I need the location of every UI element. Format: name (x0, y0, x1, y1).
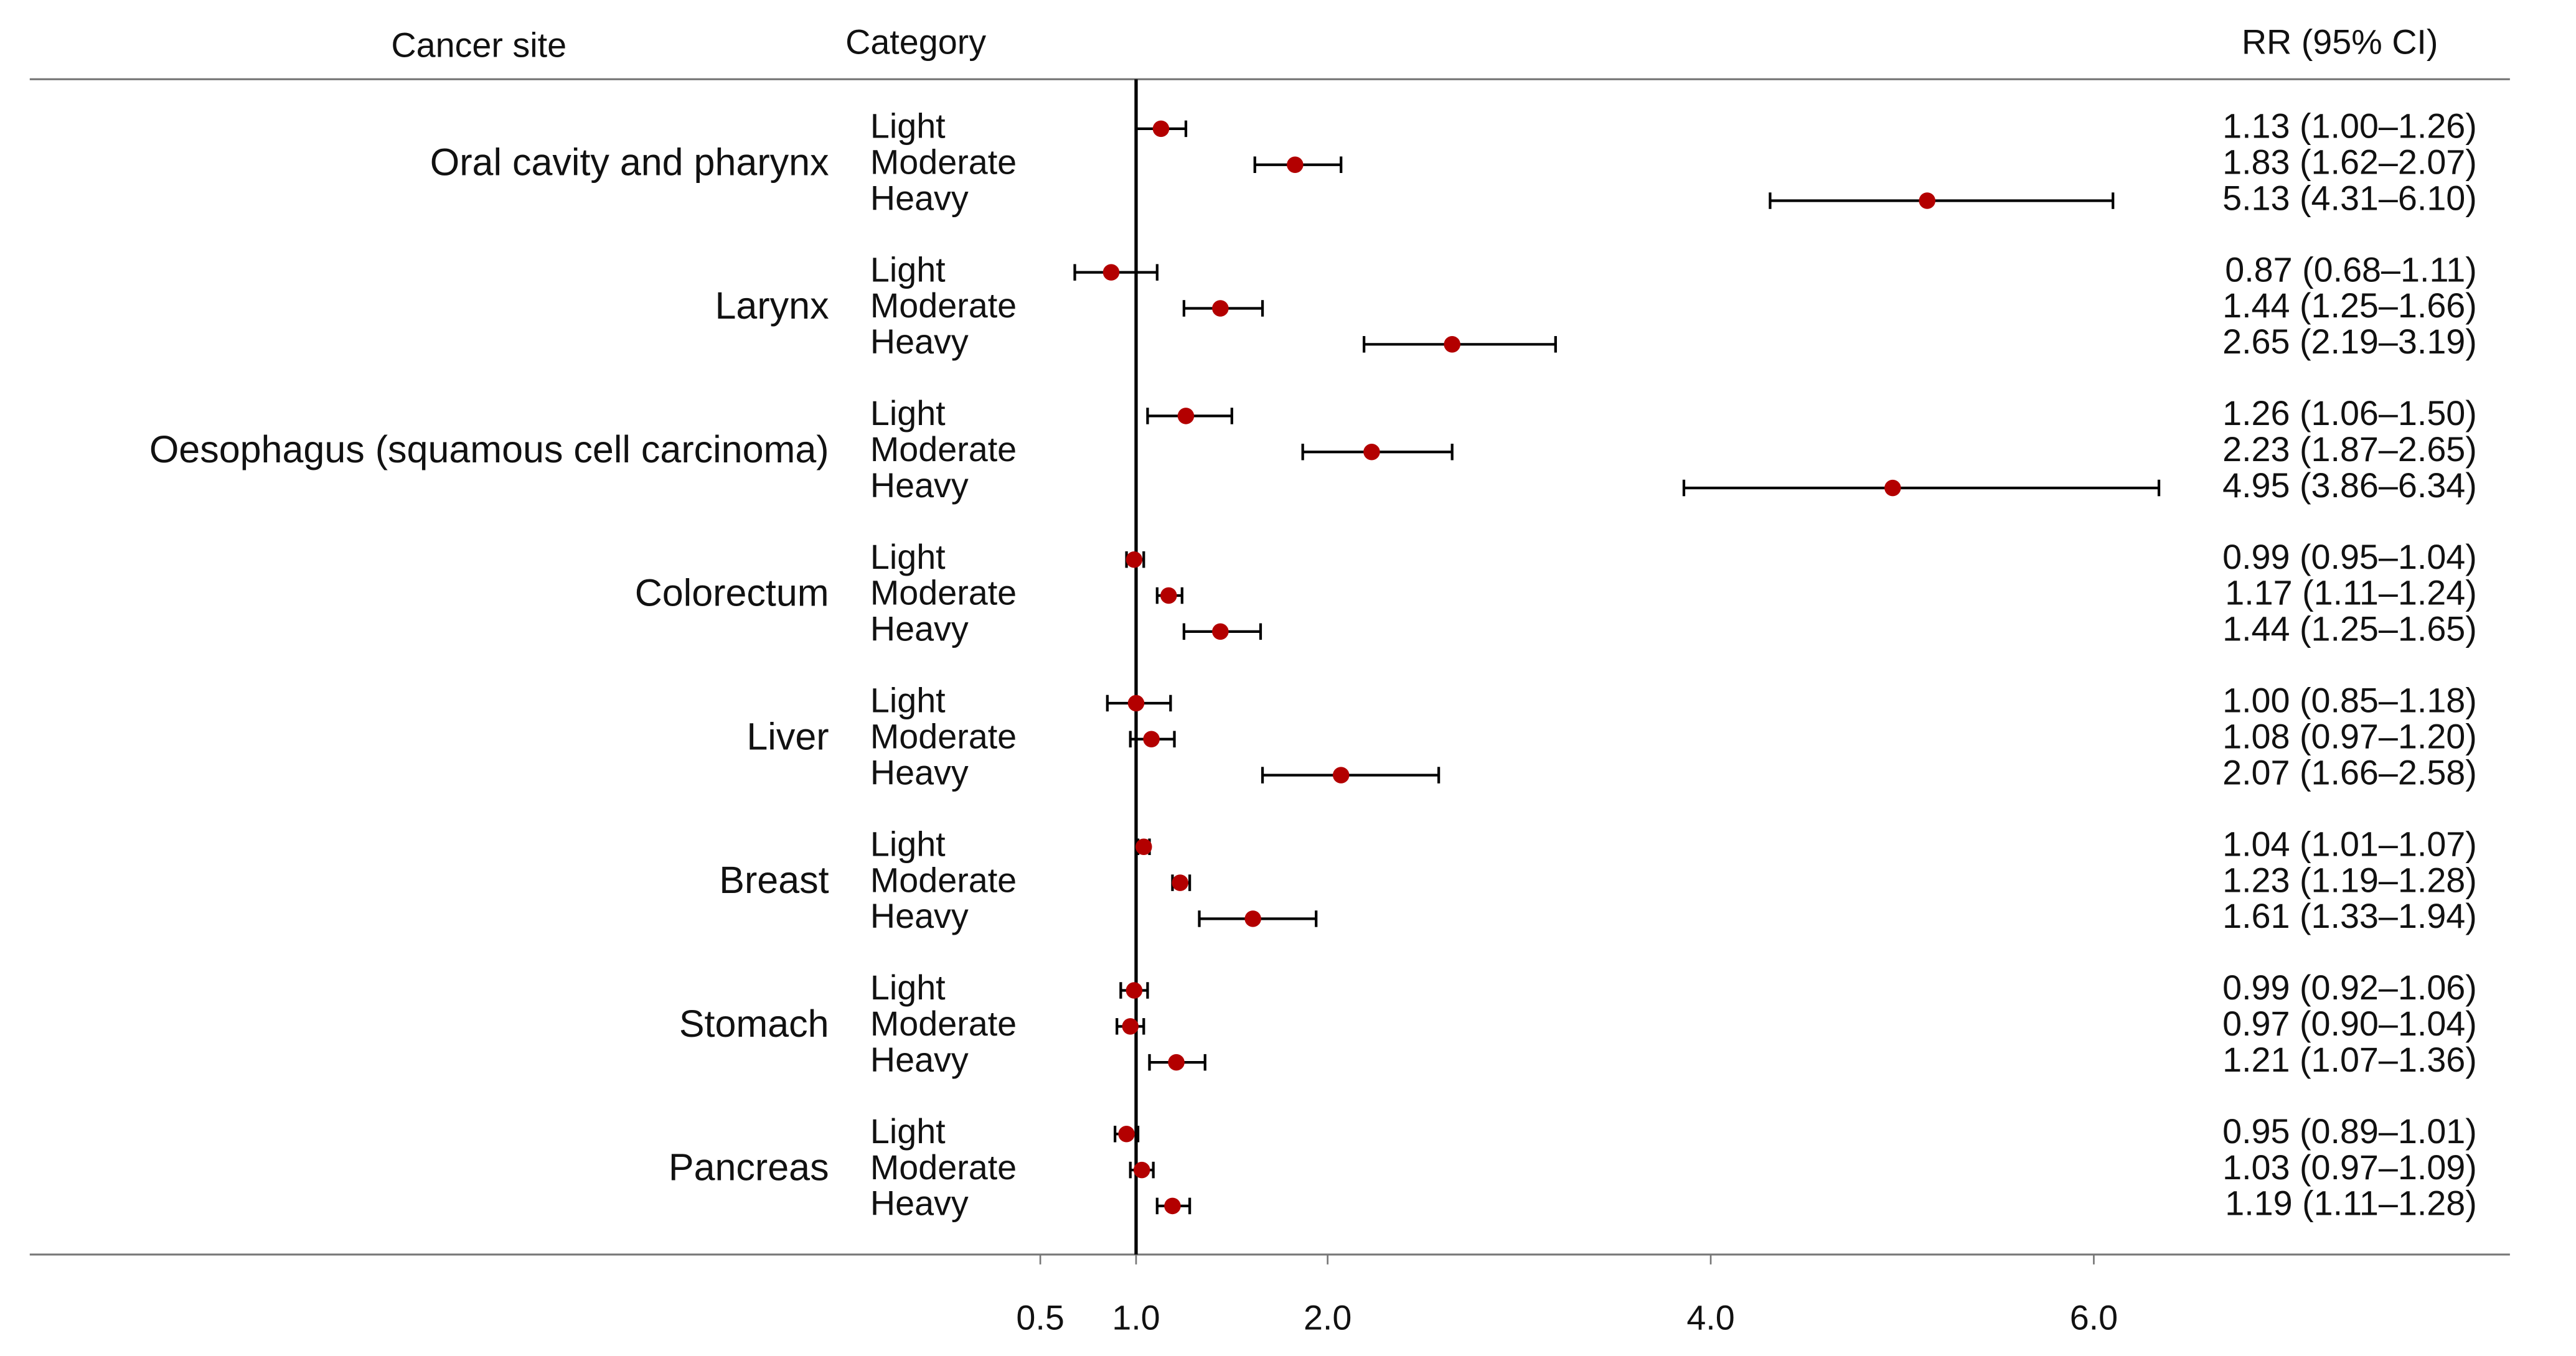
category-label: Light (870, 681, 946, 720)
category-label: Heavy (870, 897, 969, 935)
value-label: 4.95 (3.86–6.34) (2222, 466, 2477, 505)
category-label: Heavy (870, 322, 969, 361)
site-label: Oral cavity and pharynx (430, 141, 829, 183)
value-label: 1.04 (1.01–1.07) (2222, 825, 2477, 863)
category-label: Heavy (870, 610, 969, 648)
column-header: Cancer site (391, 26, 566, 65)
site-label: Liver (746, 715, 829, 757)
column-header: Category (845, 22, 986, 61)
x-tick-label: 6.0 (2070, 1299, 2118, 1337)
category-label: Moderate (870, 286, 1017, 325)
point-estimate (1160, 587, 1177, 604)
point-estimate (1152, 120, 1170, 138)
category-label: Moderate (870, 861, 1017, 899)
category-label: Heavy (870, 753, 969, 792)
category-label: Moderate (870, 718, 1017, 756)
point-estimate (1126, 982, 1143, 999)
point-estimate (1244, 910, 1261, 927)
value-label: 1.03 (0.97–1.09) (2222, 1148, 2477, 1187)
value-label: 5.13 (4.31–6.10) (2222, 179, 2477, 217)
category-label: Moderate (870, 430, 1017, 469)
category-label: Moderate (870, 1004, 1017, 1043)
point-estimate (1122, 1018, 1139, 1035)
category-label: Light (870, 107, 946, 146)
category-label: Heavy (870, 466, 969, 505)
value-label: 1.23 (1.19–1.28) (2222, 861, 2477, 899)
value-label: 0.97 (0.90–1.04) (2222, 1004, 2477, 1043)
value-label: 0.99 (0.92–1.06) (2222, 968, 2477, 1007)
value-label: 2.23 (1.87–2.65) (2222, 430, 2477, 469)
point-estimate (1164, 1197, 1181, 1215)
category-label: Heavy (870, 179, 969, 217)
category-label: Light (870, 825, 946, 863)
category-label: Moderate (870, 1148, 1017, 1187)
value-label: 1.00 (0.85–1.18) (2222, 681, 2477, 720)
category-label: Moderate (870, 143, 1017, 181)
point-estimate (1126, 551, 1143, 568)
category-label: Heavy (870, 1040, 969, 1079)
value-label: 1.21 (1.07–1.36) (2222, 1040, 2477, 1079)
column-header: RR (95% CI) (2242, 22, 2438, 61)
value-label: 2.07 (1.66–2.58) (2222, 753, 2477, 792)
point-estimate (1133, 1161, 1150, 1179)
point-estimate (1919, 192, 1935, 209)
point-estimate (1135, 838, 1152, 856)
value-label: 1.44 (1.25–1.66) (2222, 286, 2477, 325)
x-tick-label: 0.5 (1016, 1299, 1064, 1337)
point-estimate (1212, 623, 1229, 640)
point-estimate (1287, 156, 1304, 173)
site-label: Larynx (715, 284, 829, 327)
value-label: 1.13 (1.00–1.26) (2222, 107, 2477, 146)
site-label: Oesophagus (squamous cell carcinoma) (149, 428, 829, 470)
x-tick-label: 1.0 (1112, 1299, 1160, 1337)
site-label: Breast (719, 859, 829, 901)
point-estimate (1143, 731, 1160, 748)
category-label: Heavy (870, 1184, 969, 1223)
value-label: 1.61 (1.33–1.94) (2222, 897, 2477, 935)
point-estimate (1168, 1054, 1185, 1071)
category-label: Light (870, 1112, 946, 1151)
point-estimate (1363, 443, 1380, 461)
point-estimate (1444, 336, 1460, 353)
site-label: Pancreas (669, 1146, 829, 1189)
value-label: 0.95 (0.89–1.01) (2222, 1112, 2477, 1151)
point-estimate (1332, 767, 1350, 783)
value-label: 1.83 (1.62–2.07) (2222, 143, 2477, 181)
value-label: 1.26 (1.06–1.50) (2222, 394, 2477, 433)
category-label: Light (870, 538, 946, 576)
point-estimate (1118, 1126, 1135, 1143)
value-label: 2.65 (2.19–3.19) (2222, 322, 2477, 361)
point-estimate (1127, 694, 1145, 712)
x-tick-label: 2.0 (1304, 1299, 1351, 1337)
point-estimate (1884, 479, 1901, 497)
point-estimate (1172, 874, 1189, 891)
site-label: Stomach (679, 1003, 829, 1045)
point-estimate (1177, 408, 1195, 424)
value-label: 0.87 (0.68–1.11) (2225, 250, 2477, 289)
site-label: Colorectum (635, 572, 829, 614)
category-label: Moderate (870, 574, 1017, 612)
value-label: 1.44 (1.25–1.65) (2222, 610, 2477, 648)
category-label: Light (870, 394, 946, 433)
point-estimate (1212, 300, 1229, 317)
value-label: 1.08 (0.97–1.20) (2222, 718, 2477, 756)
point-estimate (1102, 264, 1120, 281)
value-label: 1.19 (1.11–1.28) (2225, 1184, 2477, 1223)
category-label: Light (870, 250, 946, 289)
category-label: Light (870, 968, 946, 1007)
value-label: 0.99 (0.95–1.04) (2222, 538, 2477, 576)
value-label: 1.17 (1.11–1.24) (2225, 574, 2477, 612)
x-tick-label: 4.0 (1686, 1299, 1734, 1337)
